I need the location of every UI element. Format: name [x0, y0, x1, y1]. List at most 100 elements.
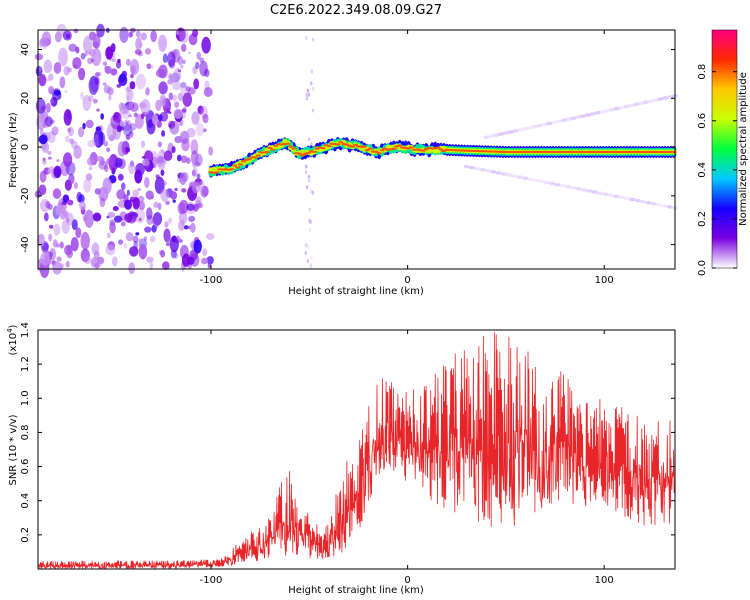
- noise-blob: [66, 110, 72, 120]
- noise-blob: [135, 37, 142, 51]
- noise-blob: [113, 111, 120, 119]
- noise-blob: [110, 68, 118, 76]
- harmonic-cell: [492, 133, 499, 137]
- noise-blob: [141, 155, 146, 159]
- noise-blob: [38, 134, 48, 145]
- harmonic-cell: [536, 123, 543, 128]
- harmonic-cell: [543, 180, 550, 185]
- noise-blob: [177, 92, 184, 102]
- noise-blob: [123, 124, 133, 137]
- noise-blob: [132, 197, 140, 210]
- noise-blob: [82, 94, 92, 112]
- streak-cell: [309, 142, 313, 147]
- harmonic-cell: [565, 184, 572, 189]
- noise-blob: [134, 48, 142, 55]
- harmonic-cell: [581, 188, 588, 192]
- noise-blob: [63, 66, 70, 76]
- noise-blob: [85, 173, 93, 181]
- noise-blob: [202, 248, 208, 257]
- noise-blob: [161, 261, 170, 271]
- streak-cell: [306, 259, 310, 264]
- main-line-cell: [364, 148, 370, 152]
- harmonic-cell: [652, 98, 659, 102]
- noise-blob: [42, 43, 48, 50]
- noise-blob: [167, 79, 174, 85]
- noise-blob: [173, 67, 182, 82]
- noise-blob: [120, 126, 125, 131]
- noise-blob: [143, 236, 148, 241]
- noise-blob: [37, 233, 45, 247]
- noise-blob: [96, 23, 105, 38]
- noise-blob: [102, 82, 107, 86]
- noise-blob: [145, 87, 150, 96]
- noise-blob: [128, 31, 133, 38]
- noise-blob: [75, 227, 82, 239]
- noise-blob: [137, 51, 143, 57]
- streak-cell: [311, 37, 315, 42]
- noise-blob: [63, 109, 72, 126]
- noise-blob: [130, 73, 134, 79]
- streak-cell: [311, 108, 315, 113]
- noise-blob: [190, 150, 199, 166]
- streak-cell: [307, 178, 311, 183]
- y-tick-label: 1.2: [20, 356, 31, 372]
- noise-blob: [105, 244, 116, 256]
- noise-blob: [42, 160, 47, 165]
- harmonic-cell: [479, 167, 486, 172]
- noise-blob: [152, 213, 160, 229]
- noise-blob: [104, 66, 112, 74]
- snr-x-ticks: -100 0 100: [200, 330, 614, 586]
- noise-blob: [116, 84, 122, 88]
- noise-blob: [159, 94, 167, 107]
- harmonic-cell: [591, 190, 598, 194]
- noise-blob: [126, 189, 130, 196]
- noise-blob: [172, 80, 181, 91]
- noise-blob: [93, 98, 98, 104]
- noise-blob: [116, 189, 126, 200]
- harmonic-cell: [570, 116, 577, 120]
- streak-cell: [311, 86, 315, 91]
- noise-blob: [46, 78, 50, 82]
- noise-blob: [40, 143, 47, 150]
- harmonic-cell: [488, 134, 495, 139]
- noise-blob: [53, 165, 62, 179]
- noise-blob: [135, 73, 146, 90]
- harmonic-cell: [666, 205, 673, 209]
- noise-blob: [67, 126, 74, 137]
- streak-cell: [305, 36, 308, 41]
- harmonic-cell: [609, 107, 616, 112]
- noise-blob: [188, 215, 196, 223]
- noise-blob: [161, 130, 166, 137]
- harmonic-cell: [607, 193, 614, 198]
- noise-blob: [98, 125, 104, 133]
- noise-blob: [108, 134, 115, 142]
- main-line-cell: [438, 148, 444, 151]
- noise-blob: [158, 34, 168, 52]
- harmonic-cell: [597, 191, 604, 195]
- noise-blob: [181, 138, 190, 152]
- main-line-cell: [229, 168, 235, 171]
- noise-blob: [121, 182, 126, 191]
- harmonic-cell: [501, 172, 508, 176]
- harmonic-cell: [629, 197, 636, 202]
- noise-blob: [168, 73, 172, 80]
- noise-blob: [170, 72, 181, 83]
- main-line-cell: [326, 145, 332, 148]
- noise-blob: [207, 263, 212, 269]
- main-line-cell: [264, 150, 270, 154]
- noise-blob: [88, 48, 97, 57]
- noise-blob: [96, 108, 100, 112]
- harmonic-cell: [618, 195, 625, 200]
- main-line-cell: [367, 147, 373, 150]
- noise-blob: [94, 72, 100, 77]
- noise-blob: [43, 59, 53, 74]
- y-tick-label: 0.6: [20, 459, 31, 475]
- noise-blob: [208, 146, 214, 156]
- noise-blob: [180, 64, 184, 69]
- harmonic-cell: [613, 194, 620, 199]
- noise-blob: [158, 81, 168, 95]
- noise-blob: [134, 169, 143, 184]
- noise-blob: [144, 176, 150, 189]
- harmonic-cell: [575, 187, 582, 191]
- main-line-cell: [311, 150, 317, 153]
